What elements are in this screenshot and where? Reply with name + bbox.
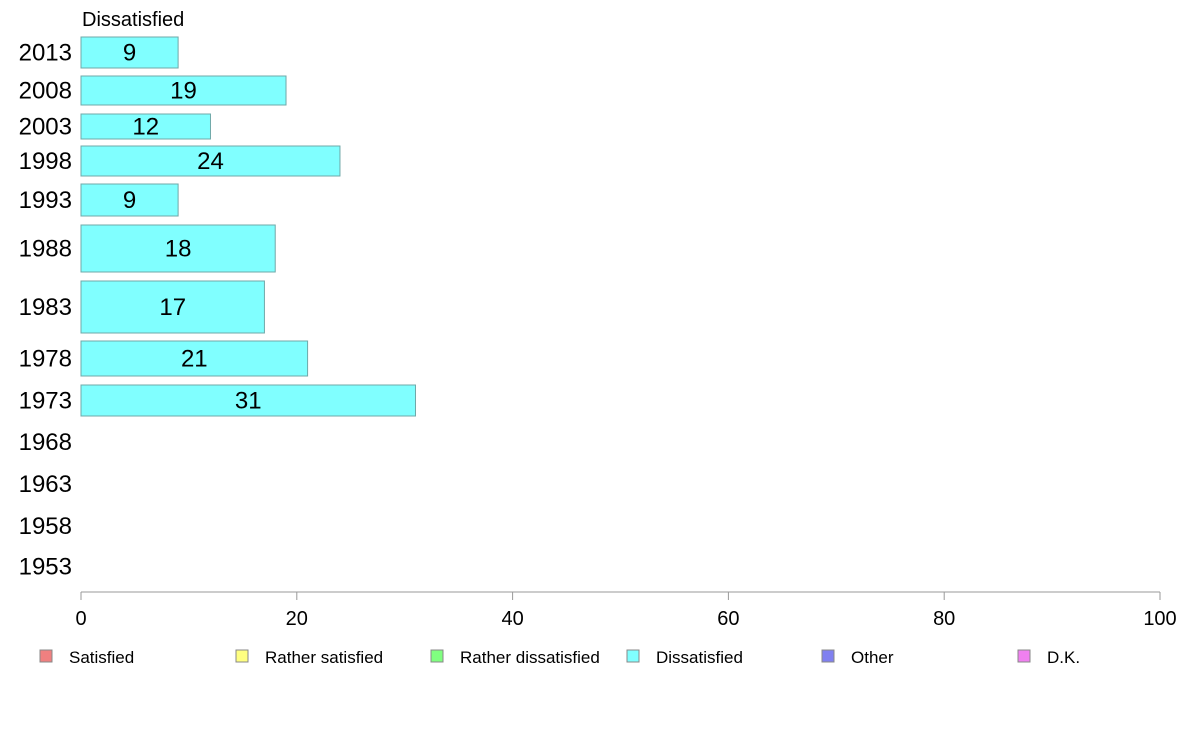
bar-value-label: 31	[235, 388, 262, 415]
x-tick-label: 80	[933, 608, 955, 630]
x-tick-label: 40	[501, 608, 523, 630]
bar	[80, 224, 276, 273]
category-label: 1988	[19, 236, 72, 263]
category-label: 2008	[19, 78, 72, 105]
category-label: 1958	[19, 513, 72, 540]
legend-label: Rather satisfied	[265, 648, 383, 667]
legend-swatch	[1017, 649, 1031, 663]
bar	[80, 183, 179, 217]
x-tick-label: 60	[717, 608, 739, 630]
category-labels: 2013 2008 2003 1998 1993 1988 1983 1978 1973 1968…	[19, 40, 72, 581]
legend-label: Satisfied	[69, 648, 134, 667]
legend-swatch	[430, 649, 444, 663]
category-label: 1978	[19, 346, 72, 373]
category-label: 1968	[19, 429, 72, 456]
bar	[80, 145, 341, 177]
legend-swatch	[821, 649, 835, 663]
legend-label: D.K.	[1047, 648, 1080, 667]
legend-swatch	[235, 649, 249, 663]
x-tick-label: 100	[1143, 608, 1176, 630]
category-label: 2013	[19, 40, 72, 67]
bar-value-label: 9	[123, 187, 136, 214]
category-label: 1973	[19, 388, 72, 415]
bar-value-label: 24	[197, 148, 224, 175]
bar-value-label: 21	[181, 346, 208, 373]
category-label: 1993	[19, 187, 72, 214]
bar	[80, 280, 265, 334]
chart-title: Dissatisfied	[82, 9, 184, 31]
x-axis: 0 20 40 60 80 100	[75, 591, 1177, 630]
legend-label: Dissatisfied	[656, 648, 743, 667]
category-label: 1963	[19, 471, 72, 498]
category-label: 1953	[19, 554, 72, 581]
legend-swatch	[626, 649, 640, 663]
category-label: 2003	[19, 114, 72, 141]
bar-value-label: 18	[165, 236, 192, 263]
category-label: 1998	[19, 148, 72, 175]
bar	[80, 36, 179, 69]
bar-value-label: 12	[132, 114, 159, 141]
x-tick-label: 20	[286, 608, 308, 630]
category-label: 1983	[19, 294, 72, 321]
bar	[80, 75, 287, 106]
bar-value-labels: 9 19 12 24 9 18 17 21 31	[123, 40, 262, 415]
bar	[80, 384, 416, 417]
legend-label: Other	[851, 648, 894, 667]
bar-value-label: 9	[123, 40, 136, 67]
legend-label: Rather dissatisfied	[460, 648, 600, 667]
legend: Satisfied Rather satisfied Rather dissatis…	[39, 648, 1080, 667]
bar-value-label: 17	[159, 294, 186, 321]
bar-value-label: 19	[170, 78, 197, 105]
x-tick-label: 0	[75, 608, 86, 630]
bar	[80, 340, 309, 377]
legend-swatch	[39, 649, 53, 663]
bars	[80, 36, 416, 417]
bar	[80, 113, 211, 140]
